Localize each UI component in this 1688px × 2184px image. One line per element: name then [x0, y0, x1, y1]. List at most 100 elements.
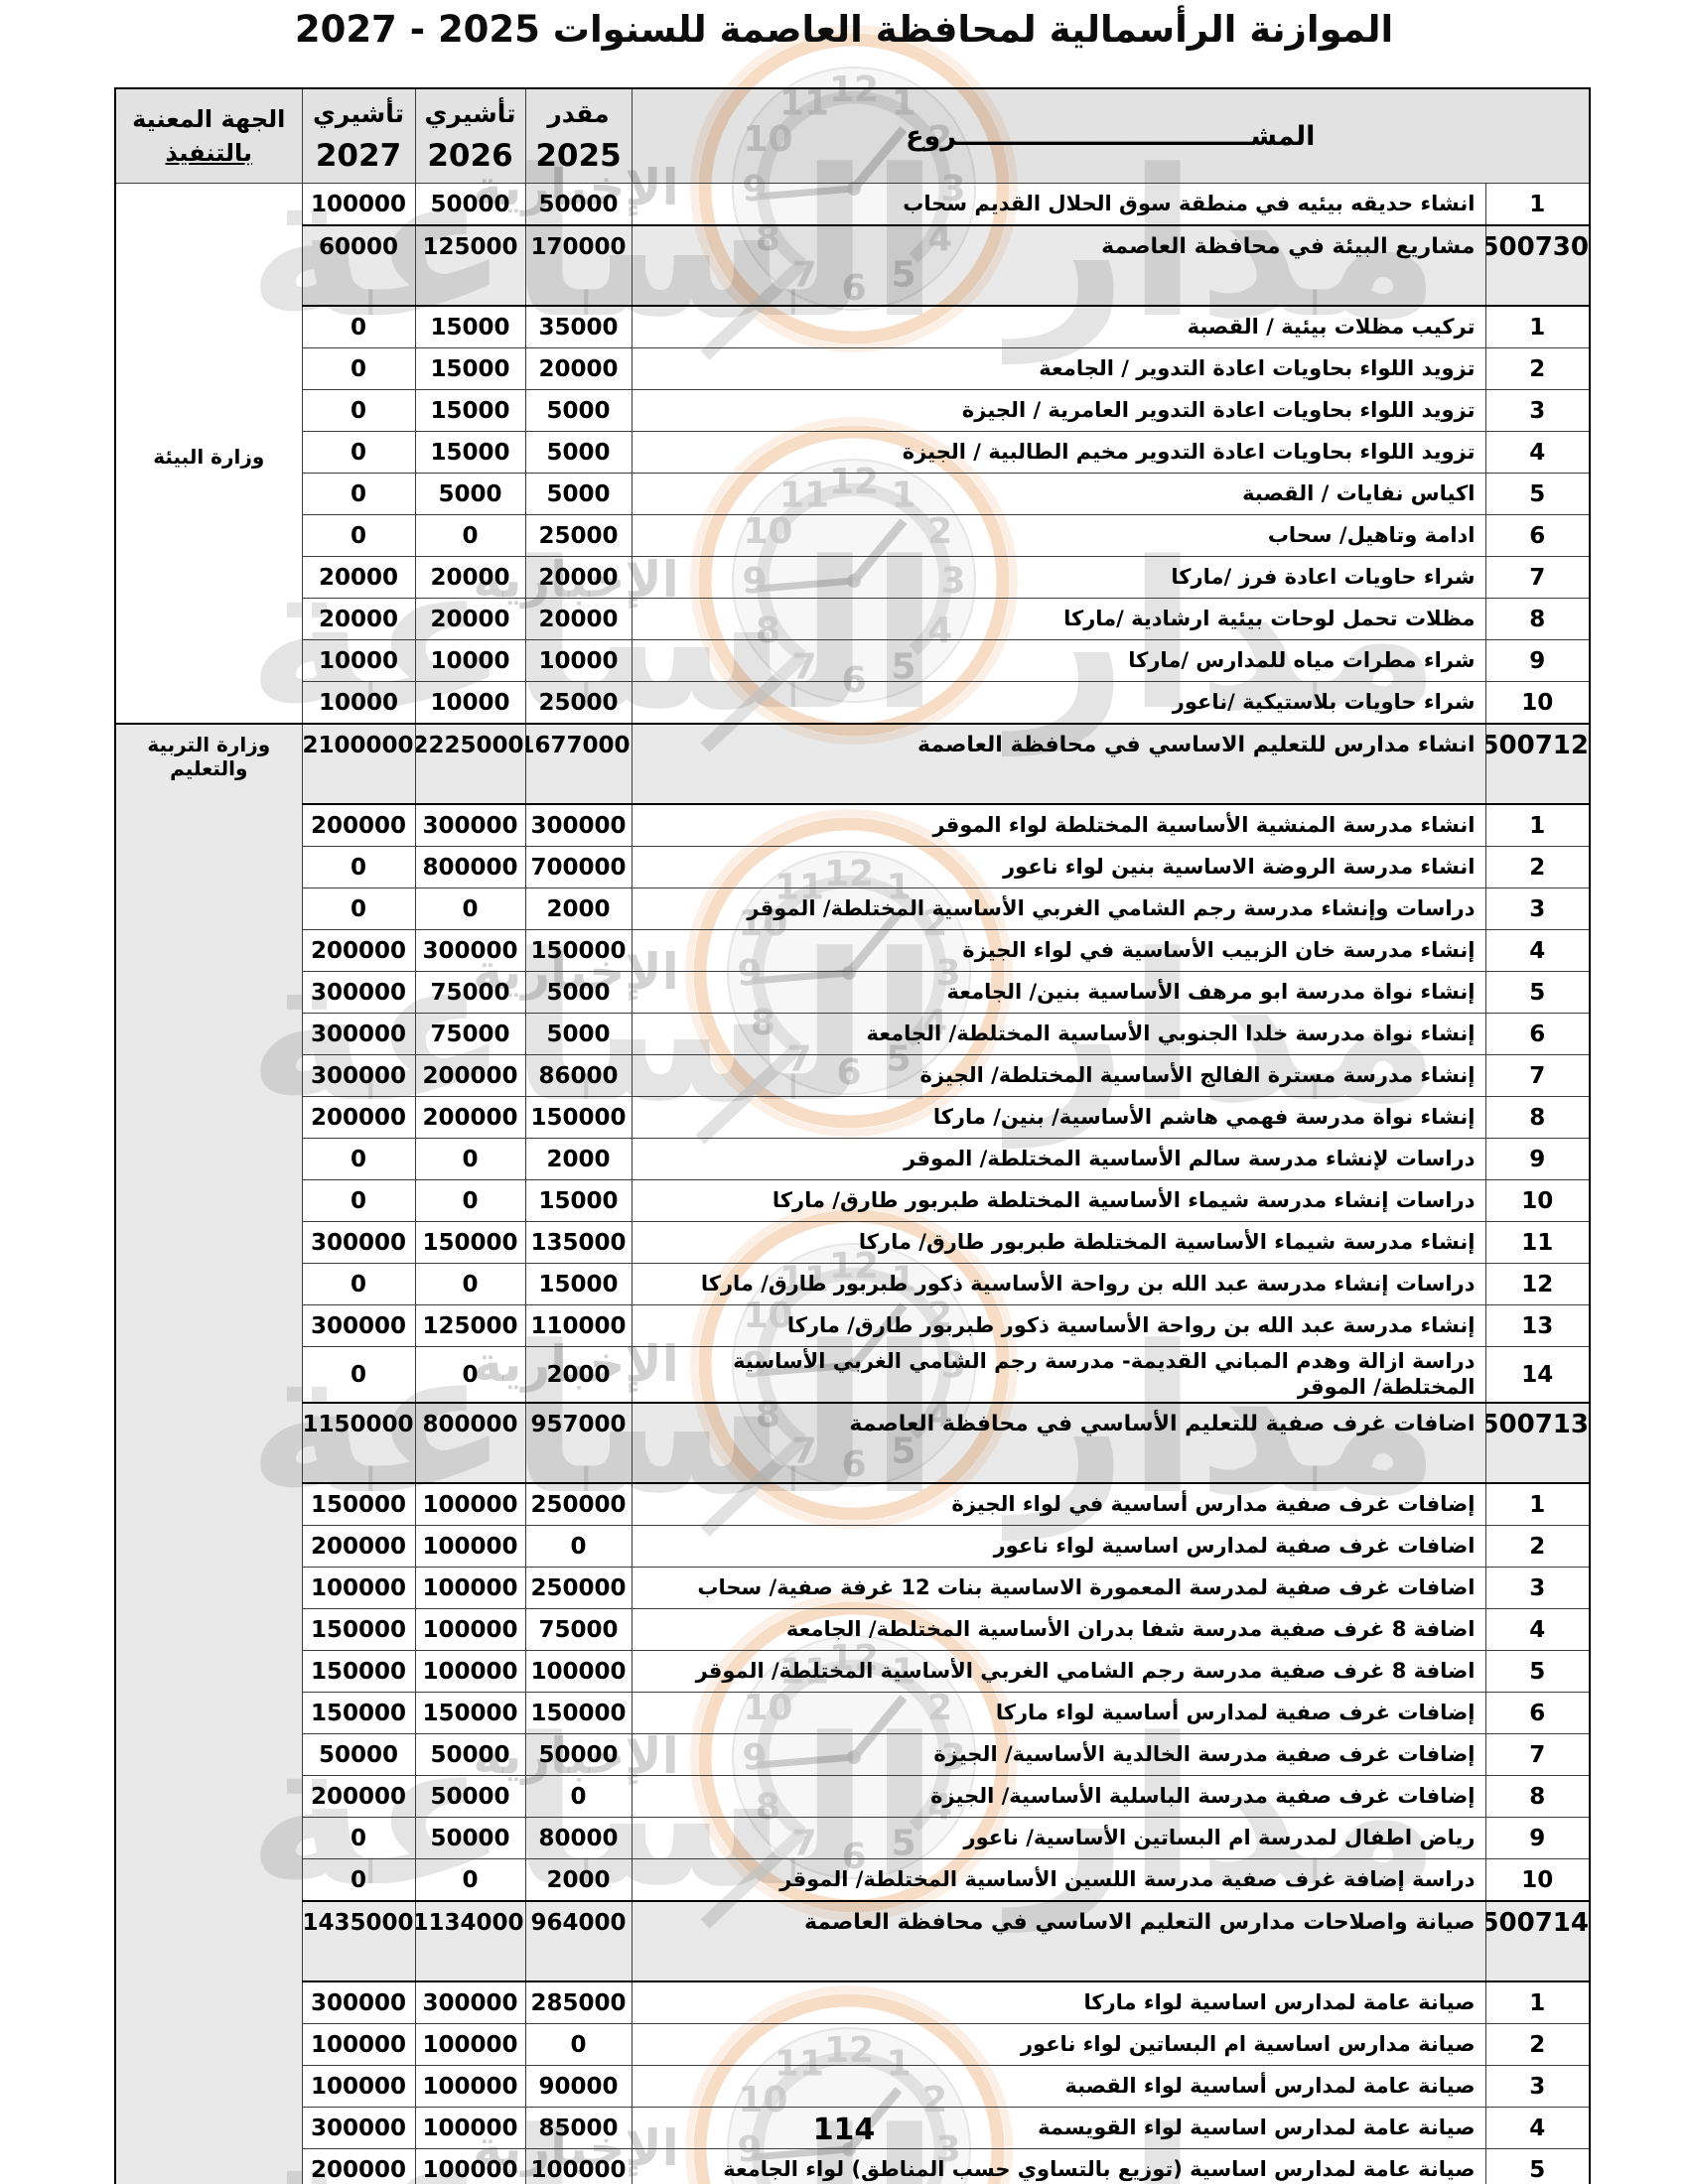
- value-2026-cell: 50000: [414, 1817, 526, 1860]
- project-cell: شراء حاويات اعادة فرز /ماركا: [631, 556, 1486, 599]
- value-2025-cell: 150000: [524, 1096, 633, 1139]
- serial-cell: 3: [1484, 389, 1591, 432]
- column-header-2026-year: 2026: [427, 137, 513, 174]
- value-2026-cell: 150000: [414, 1221, 526, 1264]
- page-number: 114: [812, 2113, 876, 2147]
- table-row: 6 إضافات غرف صفية لمدارس أساسية لواء مارك…: [115, 1692, 1591, 1735]
- serial-cell: 9: [1484, 1138, 1591, 1180]
- value-2027-cell: 0: [301, 1817, 416, 1860]
- serial-cell: 8: [1484, 1096, 1591, 1139]
- serial-cell: 7: [1484, 1054, 1591, 1097]
- value-2027-cell: 2100000: [301, 723, 416, 805]
- project-cell: مشاريع البيئة في محافظة العاصمة: [631, 224, 1486, 307]
- value-2027-cell: 0: [301, 1138, 416, 1180]
- value-2027-cell: 0: [301, 1858, 416, 1902]
- project-cell: اضافات غرف صفية للتعليم الأساسي في محافظ…: [631, 1402, 1486, 1485]
- value-2025-cell: 170000: [524, 224, 633, 307]
- value-2026-cell: 800000: [414, 1402, 526, 1485]
- value-2025-cell: 5000: [524, 1013, 633, 1055]
- value-2026-cell: 10000: [414, 639, 526, 682]
- value-2026-cell: 75000: [414, 971, 526, 1014]
- table-row: 9 دراسات لإنشاء مدرسة سالم الأساسية المخت…: [115, 1138, 1591, 1180]
- serial-cell: 1: [1484, 803, 1591, 847]
- serial-cell: 442500714: [1484, 1900, 1591, 1983]
- value-2027-cell: 100000: [301, 2023, 416, 2067]
- value-2025-cell: 5000: [524, 473, 633, 515]
- value-2027-cell: 200000: [301, 1096, 416, 1139]
- serial-cell: 8: [1484, 1775, 1591, 1819]
- serial-cell: 4: [1484, 929, 1591, 972]
- serial-cell: 8: [1484, 598, 1591, 640]
- table-row: 2 اضافات غرف صفية لمدارس اساسية لواء ناعو…: [115, 1525, 1591, 1569]
- project-cell: إضافات غرف صفية مدرسة الباسلية الأساسية/…: [631, 1775, 1486, 1819]
- value-2026-cell: 0: [414, 887, 526, 930]
- serial-cell: 3: [1484, 887, 1591, 930]
- project-cell: انشاء حديقه بيئيه في منطقة سوق الحلال ال…: [631, 183, 1486, 226]
- value-2026-cell: 5000: [414, 473, 526, 515]
- project-cell: إنشاء نواة مدرسة فهمي هاشم الأساسية/ بني…: [631, 1096, 1486, 1139]
- column-header-project: المشــــــــــــــــــــــــــــــــروع: [631, 87, 1591, 184]
- value-2027-cell: 300000: [301, 1221, 416, 1264]
- serial-cell: 12: [1484, 1263, 1591, 1305]
- serial-cell: 10: [1484, 1858, 1591, 1902]
- header-row: المشــــــــــــــــــــــــــــــــروع …: [114, 87, 1591, 184]
- value-2025-cell: 5000: [524, 389, 633, 432]
- value-2026-cell: 0: [414, 1138, 526, 1180]
- value-2025-cell: 5000: [524, 971, 633, 1014]
- page-title: الموازنة الرأسمالية لمحافظة العاصمة للسن…: [294, 8, 1394, 51]
- column-header-2026-label: تأشيري: [424, 98, 516, 128]
- column-header-entity-line1: الجهة المعنية: [132, 105, 286, 133]
- section-row: 431500730مشاريع البيئة في محافظة العاصمة…: [115, 224, 1591, 307]
- value-2025-cell: 957000: [524, 1402, 633, 1485]
- table-row: 3 صيانة عامة لمدارس أساسية لواء القصبة 900…: [115, 2065, 1591, 2109]
- value-2027-cell: 0: [301, 473, 416, 515]
- project-cell: اكياس نفايات / القصبة: [631, 473, 1486, 515]
- value-2025-cell: 2000: [524, 1138, 633, 1180]
- value-2027-cell: 10000: [301, 639, 416, 682]
- project-cell: إنشاء مدرسة مسترة الفالج الأساسية المختل…: [631, 1054, 1486, 1097]
- project-cell: إنشاء نواة مدرسة خلدا الجنوبي الأساسية ا…: [631, 1013, 1486, 1055]
- value-2026-cell: 0: [414, 1263, 526, 1305]
- value-2025-cell: 86000: [524, 1054, 633, 1097]
- value-2025-cell: 85000: [524, 2107, 633, 2150]
- serial-cell: 442500712: [1484, 723, 1591, 805]
- table-row: 3 تزويد اللواء بحاويات اعادة التدوير العا…: [115, 389, 1591, 432]
- table-row: 8 إضافات غرف صفية مدرسة الباسلية الأساسية…: [115, 1775, 1591, 1819]
- serial-cell: 442500713: [1484, 1402, 1591, 1485]
- value-2026-cell: 0: [414, 514, 526, 557]
- table-row: 3 دراسات وإنشاء مدرسة رجم الشامي الغربي ا…: [115, 887, 1591, 930]
- serial-cell: 5: [1484, 473, 1591, 515]
- value-2025-cell: 150000: [524, 929, 633, 972]
- column-header-project-label: المشــــــــــــــــــــــــــــــــروع: [906, 120, 1316, 152]
- serial-cell: 6: [1484, 1013, 1591, 1055]
- value-2025-cell: 15000: [524, 1179, 633, 1222]
- value-2026-cell: 15000: [414, 347, 526, 390]
- serial-cell: 11: [1484, 1221, 1591, 1264]
- value-2025-cell: 250000: [524, 1482, 633, 1527]
- value-2027-cell: 150000: [301, 1650, 416, 1694]
- value-2027-cell: 0: [301, 1346, 416, 1404]
- table-row: 10 دراسات إنشاء مدرسة شيماء الأساسية المخ…: [115, 1179, 1591, 1222]
- serial-cell: 4: [1484, 1608, 1591, 1652]
- column-header-entity: الجهة المعنية بالتنفيذ: [114, 87, 303, 184]
- value-2026-cell: 100000: [414, 2023, 526, 2067]
- value-2027-cell: 100000: [301, 183, 416, 226]
- value-2027-cell: 0: [301, 1263, 416, 1305]
- value-2025-cell: 100000: [524, 2148, 633, 2184]
- project-cell: صيانة عامة لمدارس أساسية لواء القصبة: [631, 2065, 1486, 2109]
- column-header-2027-label: تأشيري: [312, 98, 405, 128]
- value-2025-cell: 35000: [524, 305, 633, 348]
- table-row: 2 صيانة مدارس اساسية ام البساتين لواء ناع…: [115, 2023, 1591, 2067]
- table-row: 1 انشاء حديقه بيئيه في منطقة سوق الحلال ا…: [114, 183, 1591, 725]
- value-2027-cell: 100000: [301, 1567, 416, 1610]
- serial-cell: 14: [1484, 1346, 1591, 1404]
- value-2027-cell: 300000: [301, 1054, 416, 1097]
- section-row: 442500712انشاء مدارس للتعليم الاساسي في …: [114, 722, 1591, 2184]
- project-cell: دراسة ازالة وهدم المباني القديمة- مدرسة …: [631, 1346, 1486, 1404]
- project-cell: شراء مطرات مياه للمدارس /ماركا: [631, 639, 1486, 682]
- project-cell: اضافات غرف صفية لمدرسة المعمورة الاساسية…: [631, 1567, 1486, 1610]
- project-cell: صيانة عامة لمدارس اساسية (توزيع بالتساوي…: [631, 2148, 1486, 2184]
- column-header-2026: تأشيري 2026: [414, 87, 526, 184]
- project-cell: صيانة عامة لمدارس اساسية لواء ماركا: [631, 1980, 1486, 2025]
- serial-cell: 4: [1484, 431, 1591, 474]
